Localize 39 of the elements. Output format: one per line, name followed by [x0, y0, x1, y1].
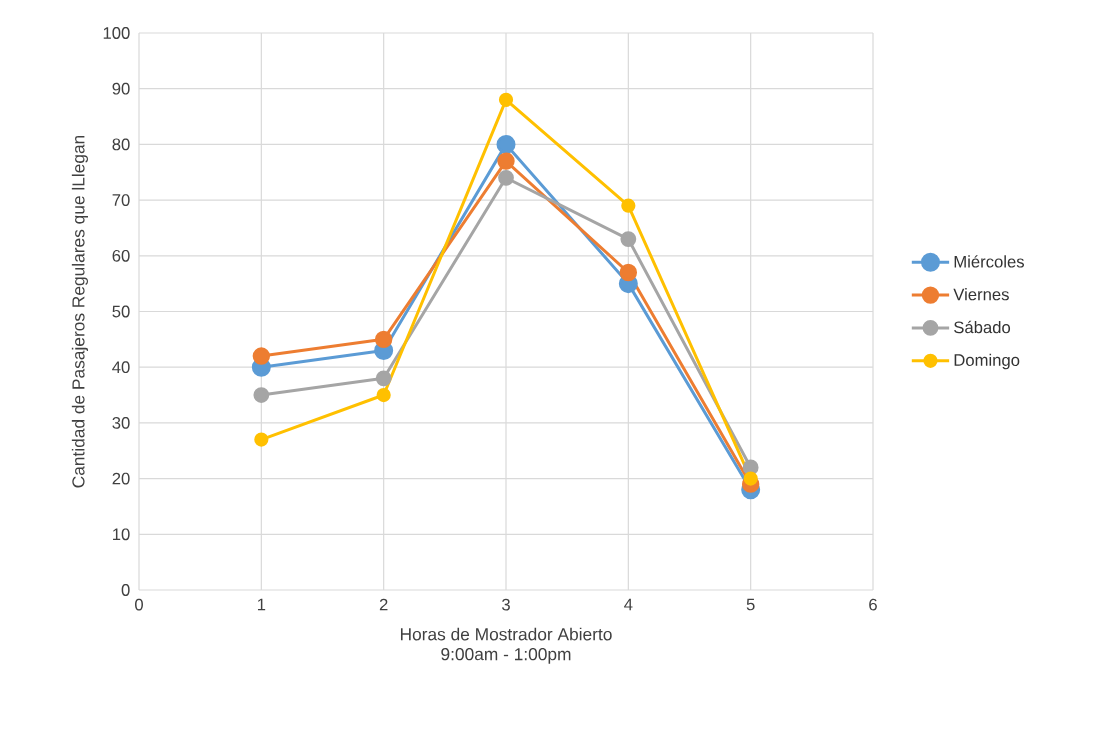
- point: [619, 263, 638, 282]
- legend-label: Miércoles: [954, 255, 1024, 268]
- legend-label: Sábado: [954, 320, 1011, 334]
- point: [254, 432, 269, 447]
- point: [497, 152, 515, 170]
- text: 9:00am - 1:00pm: [441, 648, 571, 664]
- x-tick-label: 3: [502, 598, 510, 611]
- x-tick-label: 4: [624, 598, 633, 611]
- y-tick-label: 70: [112, 194, 130, 206]
- legend-label: Domingo: [954, 353, 1020, 370]
- y-tick-label: 80: [112, 138, 130, 151]
- point: [496, 134, 516, 154]
- point: [498, 92, 514, 107]
- point: [498, 169, 514, 186]
- y-tick-label: 30: [112, 417, 130, 429]
- point: [253, 387, 270, 403]
- y-tick-label: 60: [112, 249, 130, 262]
- y-tick-label: 90: [112, 82, 130, 95]
- y-tick-label: 0: [121, 584, 130, 596]
- x-tick-label: 6: [869, 598, 877, 611]
- y-tick-label: 40: [112, 361, 130, 374]
- x-tick-label: 1: [257, 598, 266, 611]
- point: [374, 330, 393, 349]
- point: [252, 347, 271, 365]
- y-tick-label: 100: [103, 27, 130, 39]
- x-tick-label: 2: [379, 598, 388, 611]
- y-tick-label: 10: [113, 528, 130, 541]
- point: [375, 370, 392, 387]
- y-axis-title: Cantidad de Pasajeros Regulares que lLlegan: [71, 135, 88, 488]
- x-tick-label: 5: [746, 598, 755, 611]
- x-axis-title: Horas de Mostrador Abierto: [400, 627, 612, 641]
- x-tick-label: 0: [135, 598, 143, 611]
- point: [621, 198, 636, 213]
- legend-label: Viernes: [953, 288, 1009, 301]
- y-tick-label: 50: [112, 305, 130, 318]
- point: [376, 387, 391, 403]
- point: [743, 471, 758, 486]
- y-tick-label: 20: [112, 472, 130, 485]
- point: [620, 231, 637, 247]
